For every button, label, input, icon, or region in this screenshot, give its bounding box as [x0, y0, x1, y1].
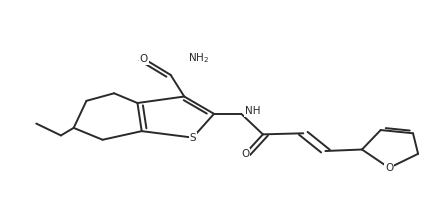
- Text: NH: NH: [245, 106, 260, 116]
- Text: S: S: [190, 133, 196, 143]
- Text: O: O: [385, 163, 393, 173]
- Text: O: O: [241, 149, 249, 159]
- Text: NH$_2$: NH$_2$: [187, 51, 209, 65]
- Text: O: O: [140, 54, 148, 64]
